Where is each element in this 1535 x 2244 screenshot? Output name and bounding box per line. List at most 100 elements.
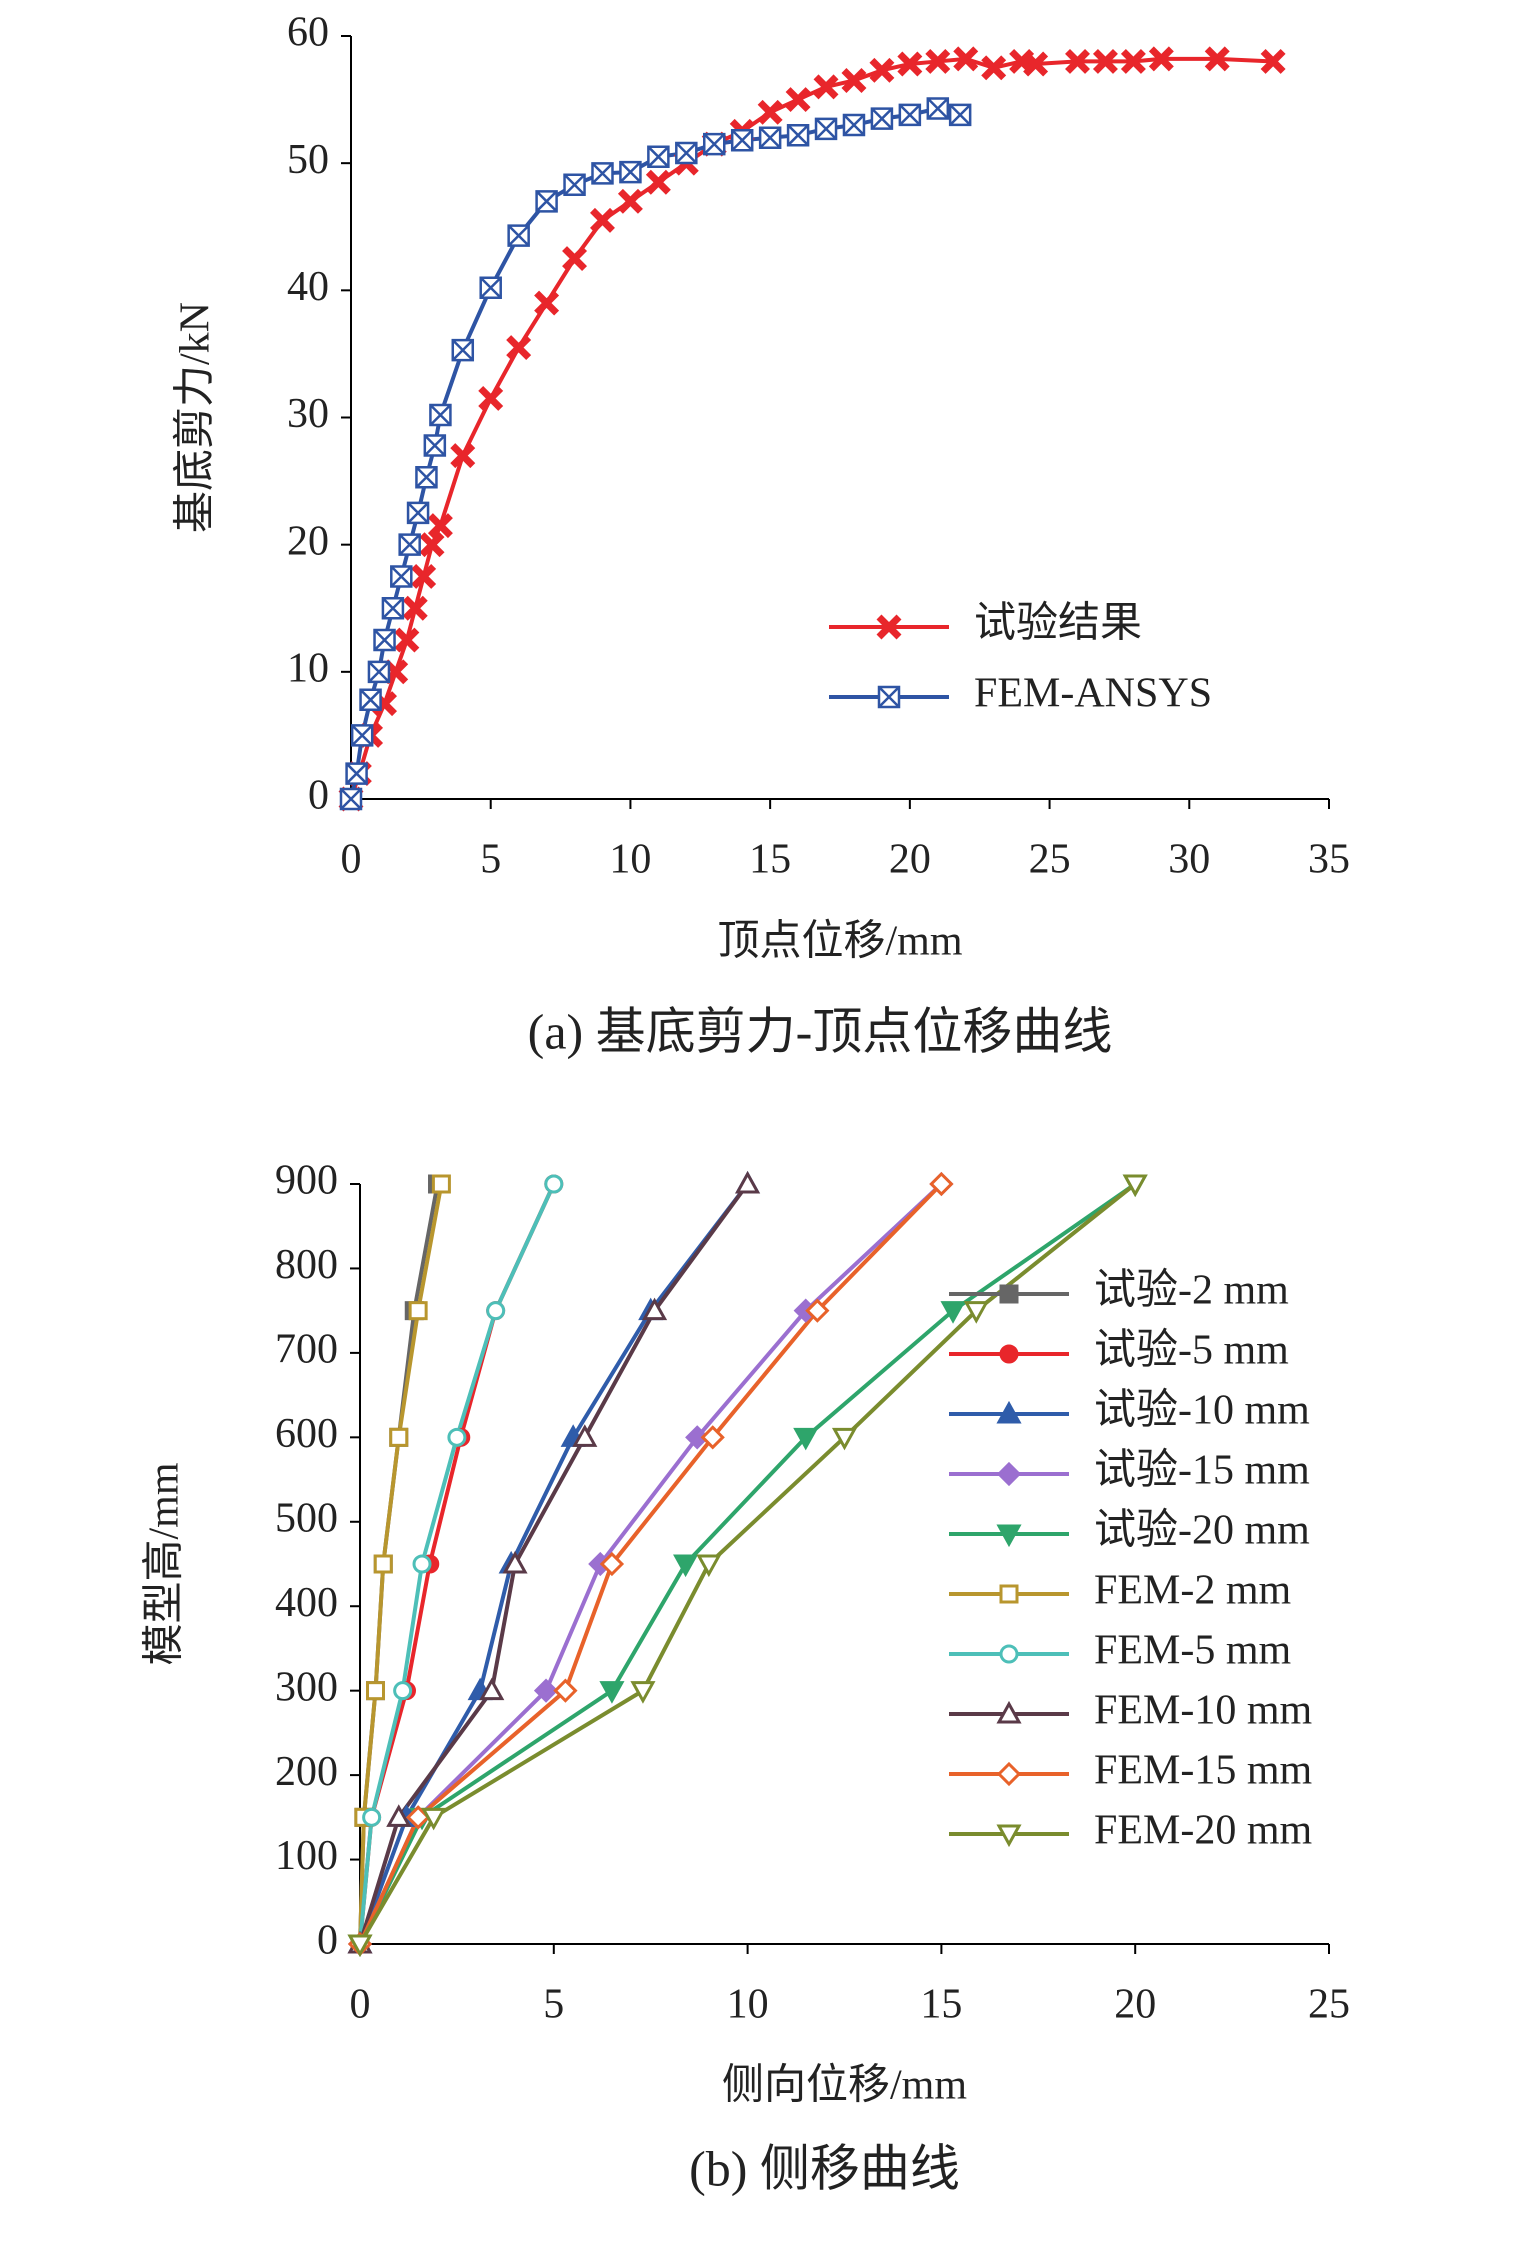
legend-marker — [996, 1824, 1022, 1848]
marker — [757, 99, 783, 125]
marker — [813, 74, 839, 100]
y-tick-label: 60 — [287, 10, 329, 56]
y-axis-label: 基底剪力/kN — [173, 302, 219, 533]
y-tick-label: 800 — [275, 1242, 338, 1288]
legend-marker — [996, 1461, 1022, 1487]
marker — [647, 145, 670, 169]
marker — [412, 1554, 432, 1574]
marker — [619, 160, 642, 184]
marker — [347, 1934, 373, 1958]
marker — [630, 1681, 656, 1704]
chart: 0 5 10 15 20 25 30 35 0 10 20 30 40 50 60 顶点位移/mm 基底剪力/k… — [173, 10, 1350, 1060]
marker — [535, 190, 558, 213]
marker — [389, 1427, 409, 1447]
marker — [696, 1554, 722, 1578]
legend-marker — [999, 1284, 1019, 1304]
x-tick-label: 15 — [920, 1982, 962, 2028]
legend-marker — [999, 1644, 1019, 1664]
legend-marker — [999, 1584, 1019, 1604]
marker — [373, 1554, 393, 1574]
y-tick-label: 500 — [275, 1495, 338, 1541]
marker — [478, 385, 504, 411]
marker — [925, 48, 951, 74]
marker — [963, 1301, 989, 1324]
marker — [870, 107, 894, 130]
marker — [700, 1425, 725, 1450]
y-tick-label: 300 — [275, 1664, 338, 1710]
legend: 试验-2 mm 试验-5 mm 试验-10 mm 试验-15 mm 试验-20 mm FE… — [949, 1267, 1313, 1854]
marker — [451, 338, 475, 362]
x-tick-label: 30 — [1168, 837, 1210, 883]
y-tick-label: 20 — [287, 518, 329, 564]
marker — [675, 141, 698, 165]
series-line — [358, 1182, 1137, 1946]
marker — [869, 57, 895, 83]
marker — [842, 113, 866, 137]
marker — [645, 169, 671, 195]
marker — [362, 1807, 382, 1827]
x-axis-label: 顶点位移/mm — [717, 918, 962, 965]
y-tick-label: 700 — [275, 1327, 338, 1373]
marker — [450, 443, 476, 469]
caption: (b) 侧移曲线 — [689, 2140, 960, 2196]
y-tick-label: 30 — [287, 391, 329, 437]
marker — [394, 627, 420, 653]
x-tick-label: 10 — [609, 837, 651, 883]
legend-label: 试验-5 mm — [1094, 1327, 1289, 1374]
legend-label: FEM-10 mm — [1094, 1688, 1313, 1734]
legend-marker — [996, 1700, 1022, 1724]
legend-label: 试验-20 mm — [1094, 1507, 1310, 1554]
legend: 试验结果 FEM-ANSYS — [829, 600, 1212, 717]
marker — [534, 290, 560, 316]
y-tick-label: 50 — [287, 137, 329, 183]
marker — [814, 117, 838, 141]
marker — [1120, 48, 1146, 74]
legend-marker — [877, 685, 901, 709]
marker — [544, 1174, 564, 1194]
chart: 0 5 10 15 20 25 0 100 200 300 400 500 600 700 800 900 侧向… — [142, 1158, 1350, 2197]
marker — [730, 129, 754, 152]
marker — [1065, 48, 1090, 74]
y-tick-label: 600 — [275, 1411, 338, 1457]
marker — [785, 87, 811, 113]
marker — [408, 1301, 428, 1321]
legend-marker — [996, 1400, 1022, 1424]
marker — [590, 207, 615, 233]
marker — [617, 188, 643, 214]
marker — [429, 403, 452, 427]
marker — [415, 466, 438, 489]
y-tick-label: 40 — [287, 264, 329, 310]
y-axis-label: 模型高/mm — [142, 1462, 188, 1665]
marker — [406, 501, 430, 525]
marker — [786, 123, 810, 147]
marker — [533, 1678, 559, 1703]
marker — [479, 276, 502, 300]
marker — [948, 103, 972, 127]
marker — [486, 1301, 506, 1321]
legend-label: 试验-15 mm — [1094, 1447, 1310, 1494]
marker — [805, 1298, 830, 1323]
marker — [981, 55, 1007, 81]
marker — [953, 46, 979, 72]
y-tick-label: 0 — [317, 1918, 338, 1964]
legend-label: FEM-ANSYS — [974, 671, 1212, 717]
legend-label: FEM-20 mm — [1094, 1808, 1313, 1854]
marker — [841, 68, 867, 93]
x-tick-label: 25 — [1308, 1982, 1350, 2028]
x-tick-label: 5 — [480, 837, 501, 883]
marker — [553, 1678, 578, 1703]
marker — [1260, 48, 1286, 74]
marker — [758, 126, 782, 149]
marker — [367, 660, 391, 684]
marker — [402, 595, 428, 621]
legend-label: 试验结果 — [974, 600, 1142, 647]
marker — [703, 132, 726, 156]
marker — [345, 762, 368, 785]
y-tick-label: 10 — [287, 645, 329, 691]
legend-label: FEM-2 mm — [1094, 1568, 1292, 1614]
marker — [398, 533, 421, 556]
marker — [390, 565, 413, 588]
marker — [1023, 51, 1049, 77]
marker — [926, 97, 950, 120]
marker — [506, 335, 532, 361]
